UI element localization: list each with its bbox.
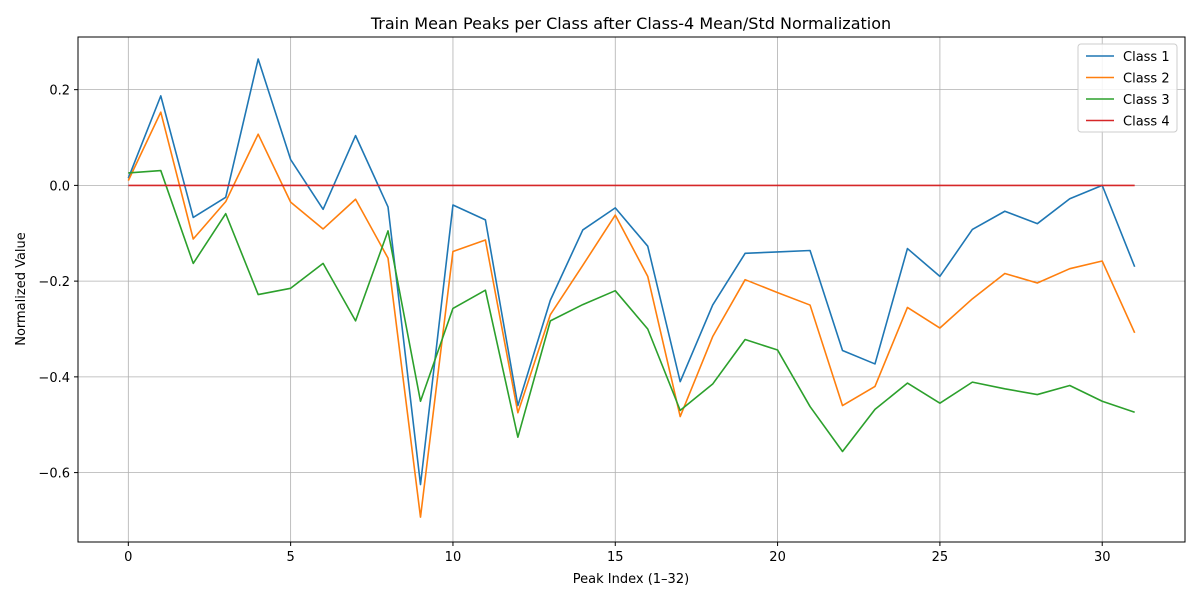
x-tick-label: 0 — [124, 550, 132, 565]
y-tick-label: 0.2 — [49, 84, 70, 99]
x-tick-label: 10 — [445, 550, 462, 565]
y-tick-label: −0.4 — [38, 371, 70, 386]
x-tick-label: 15 — [607, 550, 624, 565]
series-line-class-2 — [127, 111, 1136, 518]
x-axis-label: Peak Index (1–32) — [573, 572, 689, 587]
grid — [78, 37, 1185, 542]
axis-ticks: 0 5 10 15 20 25 30 −0.6 −0.4 −0.2 0.0 0.2 — [38, 84, 1110, 565]
chart-title: Train Mean Peaks per Class after Class-4… — [370, 14, 891, 33]
series-lines — [127, 58, 1136, 518]
y-tick-label: −0.2 — [38, 275, 70, 290]
x-tick-label: 25 — [932, 550, 949, 565]
legend-label: Class 1 — [1123, 50, 1170, 65]
x-tick-label: 30 — [1094, 550, 1111, 565]
x-tick-label: 5 — [286, 550, 294, 565]
series-line-class-1 — [127, 58, 1136, 486]
x-tick-label: 20 — [769, 550, 786, 565]
legend-label: Class 3 — [1123, 93, 1170, 108]
plot-frame — [77, 36, 1186, 543]
series-line-class-3 — [128, 169, 1135, 453]
legend-label: Class 4 — [1123, 115, 1170, 130]
legend-box — [1077, 43, 1178, 133]
legend: Class 1 Class 2 Class 3 Class 4 — [1077, 43, 1178, 133]
legend-label: Class 2 — [1123, 72, 1170, 87]
y-tick-label: −0.6 — [38, 467, 70, 482]
y-tick-label: 0.0 — [49, 179, 70, 194]
y-axis-label: Normalized Value — [14, 232, 29, 346]
